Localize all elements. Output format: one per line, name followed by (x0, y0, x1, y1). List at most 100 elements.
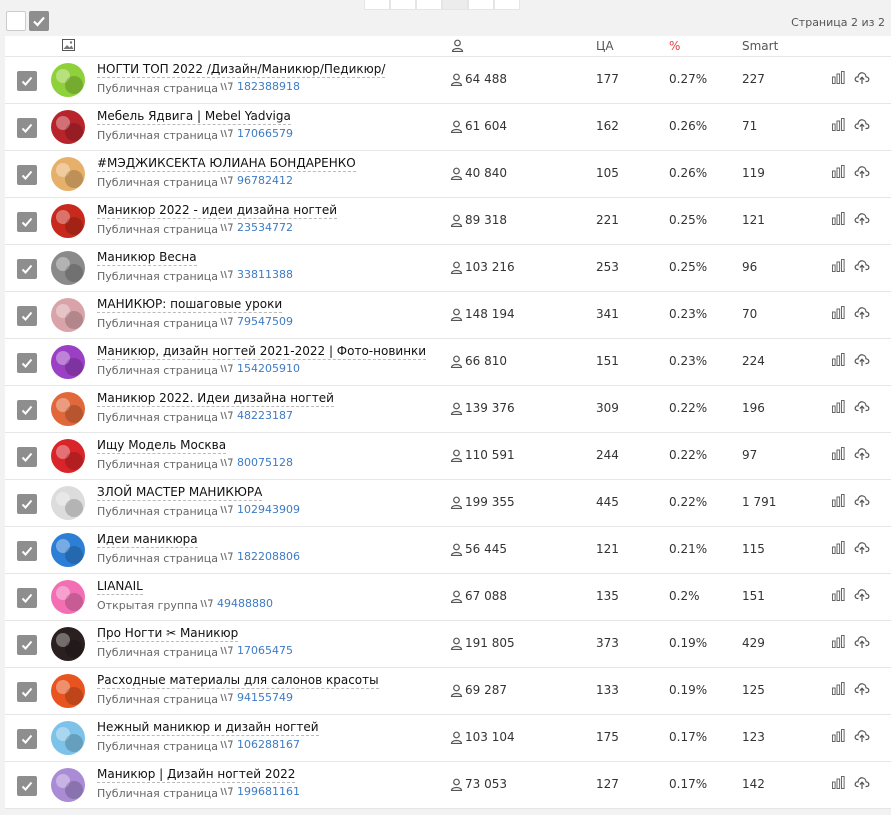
community-id-link[interactable]: 80075128 (220, 456, 293, 469)
page-button[interactable] (416, 0, 442, 10)
community-avatar[interactable] (51, 345, 85, 379)
community-avatar[interactable] (51, 580, 85, 614)
select-none-checkbox[interactable] (6, 11, 26, 31)
community-name[interactable]: Нежный маникюр и дизайн ногтей (97, 720, 319, 736)
bar-chart-icon[interactable] (831, 634, 846, 649)
row-checkbox[interactable] (17, 259, 37, 279)
community-name[interactable]: ЗЛОЙ МАСТЕР МАНИКЮРА (97, 485, 263, 501)
user-icon[interactable] (451, 39, 464, 52)
community-avatar[interactable] (51, 486, 85, 520)
row-checkbox[interactable] (17, 776, 37, 796)
bar-chart-icon[interactable] (831, 117, 846, 132)
community-id-link[interactable]: 49488880 (200, 597, 273, 610)
page-button[interactable] (494, 0, 520, 10)
row-checkbox[interactable] (17, 118, 37, 138)
community-id-link[interactable]: 96782412 (220, 174, 293, 187)
cloud-upload-icon[interactable] (854, 258, 870, 273)
community-avatar[interactable] (51, 392, 85, 426)
community-id-link[interactable]: 33811388 (220, 268, 293, 281)
row-checkbox[interactable] (17, 494, 37, 514)
row-checkbox[interactable] (17, 353, 37, 373)
community-id-link[interactable]: 182388918 (220, 80, 300, 93)
cloud-upload-icon[interactable] (854, 540, 870, 555)
community-name[interactable]: Мебель Ядвига | Mebel Yadviga (97, 109, 291, 125)
community-id-link[interactable]: 106288167 (220, 738, 300, 751)
bar-chart-icon[interactable] (831, 540, 846, 555)
bar-chart-icon[interactable] (831, 399, 846, 414)
community-avatar[interactable] (51, 627, 85, 661)
community-name[interactable]: Маникюр 2022. Идеи дизайна ногтей (97, 391, 334, 407)
community-avatar[interactable] (51, 721, 85, 755)
community-avatar[interactable] (51, 157, 85, 191)
bar-chart-icon[interactable] (831, 164, 846, 179)
community-name[interactable]: НОГТИ ТОП 2022 /Дизайн/Маникюр/Педикюр/ (97, 62, 386, 78)
row-checkbox[interactable] (17, 635, 37, 655)
bar-chart-icon[interactable] (831, 493, 846, 508)
row-checkbox[interactable] (17, 71, 37, 91)
bar-chart-icon[interactable] (831, 681, 846, 696)
header-ca[interactable]: ЦА (596, 39, 614, 53)
cloud-upload-icon[interactable] (854, 775, 870, 790)
page-button[interactable] (390, 0, 416, 10)
row-checkbox[interactable] (17, 729, 37, 749)
community-avatar[interactable] (51, 63, 85, 97)
bar-chart-icon[interactable] (831, 258, 846, 273)
page-button[interactable] (468, 0, 494, 10)
cloud-upload-icon[interactable] (854, 634, 870, 649)
community-name[interactable]: МАНИКЮР: пошаговые уроки (97, 297, 283, 313)
cloud-upload-icon[interactable] (854, 117, 870, 132)
cloud-upload-icon[interactable] (854, 446, 870, 461)
community-name[interactable]: Расходные материалы для салонов красоты (97, 673, 379, 689)
community-name[interactable]: Маникюр 2022 - идеи дизайна ногтей (97, 203, 338, 219)
community-name[interactable]: LIANAIL (97, 579, 143, 595)
bar-chart-icon[interactable] (831, 728, 846, 743)
row-checkbox[interactable] (17, 541, 37, 561)
community-id-link[interactable]: 17065475 (220, 644, 293, 657)
community-name[interactable]: Маникюр | Дизайн ногтей 2022 (97, 767, 296, 783)
community-id-link[interactable]: 154205910 (220, 362, 300, 375)
community-id-link[interactable]: 48223187 (220, 409, 293, 422)
page-button[interactable] (364, 0, 390, 10)
community-name[interactable]: Маникюр, дизайн ногтей 2021-2022 | Фото-… (97, 344, 427, 360)
cloud-upload-icon[interactable] (854, 70, 870, 85)
community-avatar[interactable] (51, 768, 85, 802)
community-id-link[interactable]: 23534772 (220, 221, 293, 234)
row-checkbox[interactable] (17, 447, 37, 467)
bar-chart-icon[interactable] (831, 305, 846, 320)
cloud-upload-icon[interactable] (854, 493, 870, 508)
community-name[interactable]: Идеи маникюра (97, 532, 198, 548)
bar-chart-icon[interactable] (831, 352, 846, 367)
page-button[interactable] (442, 0, 468, 10)
cloud-upload-icon[interactable] (854, 399, 870, 414)
community-avatar[interactable] (51, 674, 85, 708)
bar-chart-icon[interactable] (831, 446, 846, 461)
community-avatar[interactable] (51, 533, 85, 567)
community-id-link[interactable]: 199681161 (220, 785, 300, 798)
bar-chart-icon[interactable] (831, 211, 846, 226)
bar-chart-icon[interactable] (831, 587, 846, 602)
community-id-link[interactable]: 182208806 (220, 550, 300, 563)
cloud-upload-icon[interactable] (854, 728, 870, 743)
cloud-upload-icon[interactable] (854, 211, 870, 226)
community-avatar[interactable] (51, 298, 85, 332)
community-avatar[interactable] (51, 251, 85, 285)
community-name[interactable]: Маникюр Весна (97, 250, 197, 266)
header-smart[interactable]: Smart (742, 39, 779, 53)
community-id-link[interactable]: 94155749 (220, 691, 293, 704)
community-avatar[interactable] (51, 110, 85, 144)
bar-chart-icon[interactable] (831, 70, 846, 85)
cloud-upload-icon[interactable] (854, 587, 870, 602)
community-id-link[interactable]: 17066579 (220, 127, 293, 140)
community-avatar[interactable] (51, 204, 85, 238)
cloud-upload-icon[interactable] (854, 164, 870, 179)
row-checkbox[interactable] (17, 212, 37, 232)
row-checkbox[interactable] (17, 306, 37, 326)
community-name[interactable]: Про Ногти ✂ Маникюр (97, 626, 239, 642)
row-checkbox[interactable] (17, 588, 37, 608)
community-name[interactable]: #МЭДЖИКСЕКТА ЮЛИАНА БОНДАРЕНКО (97, 156, 356, 172)
row-checkbox[interactable] (17, 682, 37, 702)
select-all-checkbox[interactable] (29, 11, 49, 31)
cloud-upload-icon[interactable] (854, 681, 870, 696)
row-checkbox[interactable] (17, 165, 37, 185)
community-name[interactable]: Ищу Модель Москва (97, 438, 227, 454)
